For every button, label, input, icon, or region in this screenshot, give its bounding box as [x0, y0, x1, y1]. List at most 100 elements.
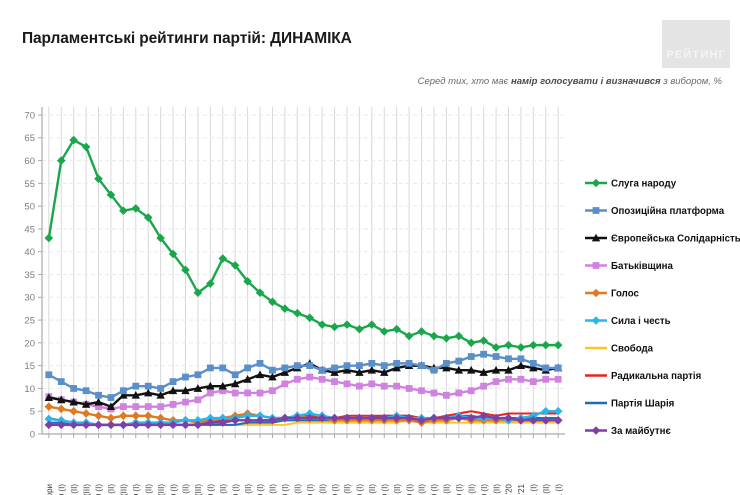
data-point [69, 135, 78, 145]
data-point [218, 413, 228, 423]
x-tick-label: 03'21 (I) [554, 484, 563, 495]
legend-item-0[interactable]: Слуга народу [585, 179, 677, 190]
legend-item-2[interactable]: Європейська Солідарність [585, 234, 740, 245]
data-point [317, 413, 327, 423]
data-point [168, 420, 178, 430]
data-point [255, 288, 265, 298]
data-point [181, 416, 190, 425]
data-point [293, 362, 301, 370]
data-point [455, 357, 463, 365]
data-point [269, 387, 276, 395]
y-tick-label: 50 [24, 202, 35, 213]
data-point [305, 413, 315, 423]
x-tick-label: 12'20 [505, 483, 514, 495]
data-point [82, 387, 90, 395]
legend-item-7[interactable]: Радикальна партія [585, 371, 701, 382]
series-3 [45, 373, 562, 413]
y-tick-label: 60 [24, 156, 35, 167]
data-point [268, 416, 277, 425]
data-point [442, 391, 450, 399]
data-point [94, 397, 103, 406]
x-tick-label: 10'20 (II) [467, 484, 476, 495]
x-tick-label: 07'20 (II) [393, 484, 402, 495]
x-tick-label: 12'19 (II) [219, 484, 228, 495]
data-point [182, 398, 189, 406]
data-point [418, 387, 425, 395]
legend-item-5[interactable]: Сила і честь [585, 316, 671, 327]
data-point [480, 350, 488, 358]
data-point [44, 233, 54, 243]
data-point [94, 411, 103, 421]
data-point [356, 362, 363, 370]
x-tick-label: 10'20 (I) [455, 484, 464, 495]
data-point [293, 375, 301, 383]
data-point [591, 316, 601, 325]
y-tick-label: 10 [24, 384, 35, 395]
data-point [393, 382, 401, 390]
data-point [230, 416, 240, 425]
data-point [268, 297, 277, 307]
data-point [592, 262, 600, 269]
data-point [193, 384, 203, 392]
data-point [529, 359, 537, 367]
x-tick-label: 02'21 (II) [542, 484, 551, 495]
legend-label: Слуга народу [611, 179, 677, 190]
data-point [81, 409, 91, 418]
x-tick-label: 04'20 (I) [306, 484, 315, 495]
data-point [454, 331, 464, 341]
x-tick-label: 10'19 (III) [157, 484, 166, 495]
data-point [467, 365, 476, 374]
legend-item-9[interactable]: За майбутнє [585, 426, 671, 437]
series-9 [44, 411, 563, 430]
data-point [94, 174, 103, 184]
data-point [355, 324, 364, 334]
data-point [131, 420, 141, 430]
legend-item-1[interactable]: Опозиційна платформа [585, 206, 725, 217]
data-point [243, 411, 252, 421]
data-point [131, 390, 140, 399]
data-point [69, 397, 78, 406]
x-tick-label: 01'20 (I) [231, 484, 240, 495]
data-point [143, 420, 153, 430]
data-point [517, 355, 525, 363]
data-point [379, 413, 389, 423]
data-point [455, 389, 463, 397]
data-point [206, 381, 215, 390]
data-point [554, 375, 562, 383]
data-point [367, 413, 377, 423]
series-line [47, 138, 560, 349]
data-point [69, 406, 78, 416]
data-point [392, 363, 401, 372]
data-point [69, 420, 78, 430]
data-point [480, 382, 488, 390]
legend-item-8[interactable]: Партія Шарія [585, 399, 674, 410]
data-point [591, 426, 601, 435]
subtitle-part1: Серед тих, хто має [417, 76, 511, 87]
x-tick-label: 11'20 (I) [480, 484, 489, 495]
data-point [404, 331, 414, 341]
data-point [492, 353, 500, 360]
data-point [517, 375, 525, 383]
legend-item-4[interactable]: Голос [585, 289, 640, 300]
data-point [554, 364, 562, 372]
data-point [44, 420, 54, 430]
data-point [343, 362, 351, 370]
x-tick-label: 03'20 (II) [293, 484, 302, 495]
data-point [256, 359, 264, 367]
x-tick-label: 09'19 (I) [95, 484, 104, 495]
data-point [355, 368, 364, 376]
data-point [281, 380, 289, 388]
data-point [330, 413, 339, 423]
x-tick-label: 11'19 (III) [194, 484, 203, 495]
data-point [542, 364, 550, 372]
y-tick-label: 35 [24, 270, 35, 281]
data-point [44, 414, 54, 424]
data-point [157, 385, 165, 392]
data-point [467, 387, 475, 395]
data-point [454, 365, 463, 374]
legend-item-3[interactable]: Батьківщина [585, 261, 674, 272]
legend-item-6[interactable]: Свобода [585, 344, 654, 355]
data-point [330, 368, 339, 376]
data-point [144, 388, 153, 397]
